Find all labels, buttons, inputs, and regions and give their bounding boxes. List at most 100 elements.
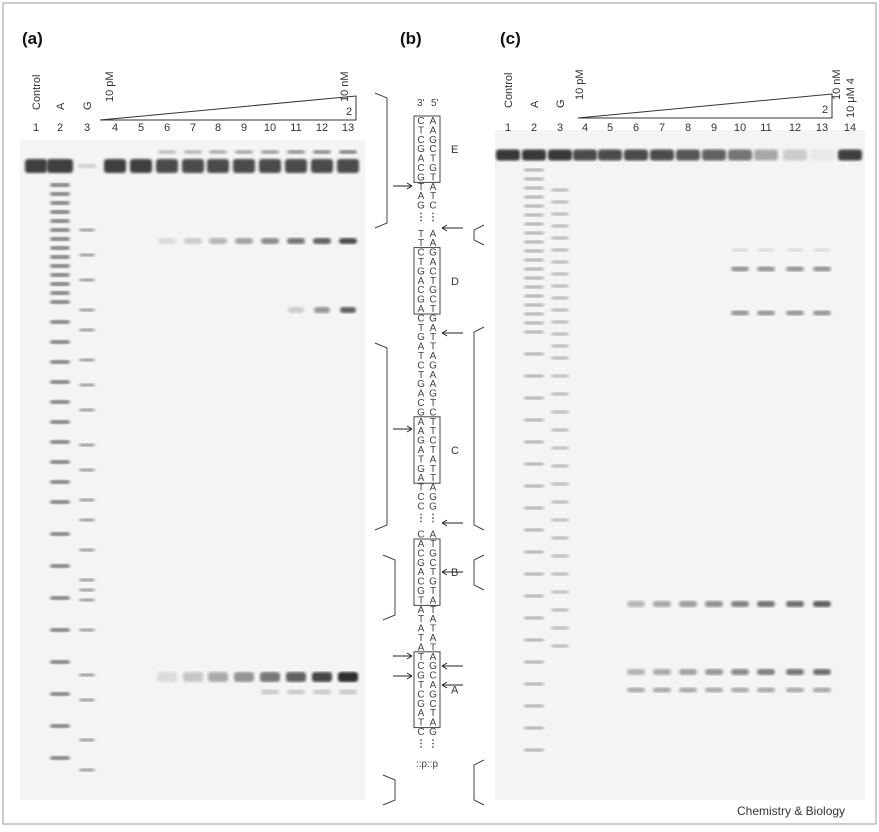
band [757, 311, 775, 316]
lane-number: 10 [264, 122, 276, 134]
lane-number: 9 [711, 122, 717, 134]
band [551, 357, 569, 360]
panel-label: (b) [400, 29, 422, 48]
band [524, 573, 544, 576]
band [50, 291, 70, 295]
lane-number: 3 [84, 122, 90, 134]
band [551, 225, 569, 228]
band [50, 282, 70, 286]
band [184, 238, 202, 244]
band [50, 420, 70, 424]
lane-number: 13 [342, 122, 354, 134]
lane-number: 1 [505, 122, 511, 134]
band [524, 286, 544, 289]
band [757, 669, 775, 675]
lane-number: 8 [685, 122, 691, 134]
band [705, 669, 723, 675]
lane-number: 14 [844, 122, 856, 134]
band [79, 519, 95, 522]
lane-label: 10 μM 4 [845, 78, 857, 118]
band [551, 237, 569, 240]
band [524, 178, 544, 181]
band [79, 229, 95, 232]
lane-number: 4 [112, 122, 118, 134]
band [573, 150, 597, 161]
band [786, 688, 804, 693]
band [524, 313, 544, 316]
band [234, 672, 254, 682]
band [524, 187, 544, 190]
band [524, 331, 544, 334]
lane-number: 12 [789, 122, 801, 134]
band [287, 690, 305, 695]
lane-number: 2 [57, 122, 63, 134]
band [551, 465, 569, 468]
band [551, 249, 569, 252]
lane-number: 6 [164, 122, 170, 134]
band [50, 692, 70, 696]
band [627, 688, 645, 693]
band [838, 150, 862, 161]
band [158, 238, 176, 244]
band [50, 320, 70, 324]
band [288, 307, 304, 313]
band [524, 277, 544, 280]
band [787, 249, 803, 252]
band [50, 724, 70, 728]
band [524, 223, 544, 226]
lane-label: Control [503, 73, 515, 108]
band [524, 205, 544, 208]
band [50, 219, 70, 223]
band [524, 353, 544, 356]
band [235, 238, 253, 244]
band [79, 279, 95, 282]
band [524, 551, 544, 554]
band [524, 397, 544, 400]
band [731, 267, 749, 272]
band [627, 601, 645, 607]
band [551, 447, 569, 450]
lane-number: 2 [531, 122, 537, 134]
band [50, 246, 70, 250]
band [679, 601, 697, 607]
band [79, 739, 95, 742]
band [758, 249, 774, 252]
footer: Chemistry & Biology [737, 804, 845, 818]
lane-number: 4 [582, 122, 588, 134]
band [78, 164, 96, 168]
band [50, 500, 70, 504]
band [339, 238, 357, 244]
band [50, 480, 70, 484]
band [551, 213, 569, 216]
band [524, 727, 544, 730]
band [702, 150, 726, 161]
band [50, 440, 70, 444]
band [551, 411, 569, 414]
band [551, 429, 569, 432]
region-label: E [451, 144, 458, 156]
band [524, 749, 544, 752]
base: C [417, 727, 424, 738]
region-label: A [451, 685, 459, 697]
band [183, 672, 203, 682]
conc-high: 10 nM [831, 69, 843, 100]
lane-number: 13 [816, 122, 828, 134]
band [260, 672, 280, 682]
band [522, 150, 546, 161]
lane-number: 12 [316, 122, 328, 134]
band [50, 564, 70, 568]
band [79, 309, 95, 312]
band [732, 249, 748, 252]
band [79, 579, 95, 582]
band [50, 300, 70, 304]
band [259, 159, 281, 173]
band [786, 601, 804, 607]
band [551, 309, 569, 312]
band [50, 596, 70, 600]
band [312, 672, 332, 682]
band [314, 307, 330, 313]
band [524, 419, 544, 422]
band [813, 267, 831, 272]
band [50, 628, 70, 632]
band [311, 159, 333, 173]
